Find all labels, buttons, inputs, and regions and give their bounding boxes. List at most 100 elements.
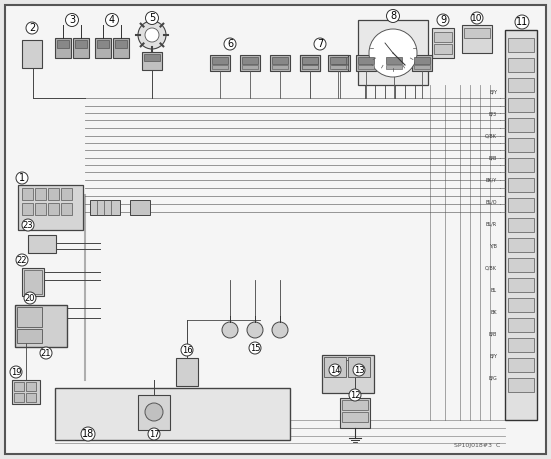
Text: 17: 17 — [149, 430, 159, 438]
Bar — [302, 57, 318, 64]
Bar — [508, 278, 534, 292]
Bar — [508, 78, 534, 92]
Bar — [332, 65, 348, 69]
Circle shape — [10, 366, 22, 378]
Bar — [508, 298, 534, 312]
Bar — [24, 270, 42, 294]
Bar — [212, 57, 228, 64]
Bar — [242, 65, 258, 69]
Circle shape — [105, 13, 118, 27]
Bar — [272, 65, 288, 69]
Bar — [508, 218, 534, 232]
Bar — [358, 57, 374, 64]
Bar — [144, 54, 160, 61]
Bar — [302, 65, 318, 69]
Text: BL/O: BL/O — [485, 200, 497, 205]
Bar — [302, 65, 318, 69]
Bar — [35, 203, 46, 215]
Text: 6: 6 — [227, 39, 233, 49]
Bar — [328, 55, 348, 71]
Circle shape — [22, 219, 34, 231]
Circle shape — [40, 347, 52, 359]
Bar — [505, 30, 537, 420]
Text: 20: 20 — [25, 293, 35, 302]
Circle shape — [26, 22, 38, 34]
Text: B/3: B/3 — [489, 112, 497, 117]
Bar — [55, 388, 290, 440]
Circle shape — [145, 28, 159, 42]
Bar — [28, 235, 56, 253]
Bar — [210, 55, 230, 71]
Circle shape — [249, 342, 261, 354]
Bar — [508, 58, 534, 72]
Bar — [414, 65, 430, 69]
Text: O/BK: O/BK — [485, 134, 497, 139]
Text: 19: 19 — [11, 368, 21, 376]
Circle shape — [138, 21, 166, 49]
Bar — [300, 55, 320, 71]
Bar — [48, 188, 59, 200]
Circle shape — [181, 344, 193, 356]
Text: Y/B: Y/B — [489, 244, 497, 248]
Bar — [17, 307, 42, 327]
Bar — [462, 25, 492, 53]
Bar — [332, 57, 348, 64]
Text: B/B: B/B — [489, 331, 497, 336]
Bar — [434, 44, 452, 54]
Circle shape — [349, 389, 361, 401]
Bar — [176, 358, 198, 386]
Bar — [115, 40, 127, 48]
Circle shape — [81, 427, 95, 441]
Bar — [412, 55, 432, 71]
Text: 15: 15 — [250, 343, 260, 353]
Text: BK/Y: BK/Y — [486, 178, 497, 183]
Bar — [57, 40, 69, 48]
Text: 2: 2 — [29, 23, 35, 33]
Text: B/G: B/G — [488, 375, 497, 381]
Bar — [130, 200, 150, 215]
Circle shape — [314, 38, 326, 50]
Bar — [61, 188, 72, 200]
Text: 11: 11 — [516, 17, 528, 27]
Text: 9: 9 — [440, 15, 446, 25]
Bar — [22, 188, 33, 200]
Text: BL/R: BL/R — [486, 222, 497, 226]
Bar — [142, 52, 162, 70]
Bar — [138, 395, 170, 430]
Text: 10: 10 — [471, 13, 483, 22]
Bar — [432, 28, 454, 58]
Bar — [358, 20, 428, 85]
Text: 4: 4 — [109, 15, 115, 25]
Circle shape — [437, 14, 449, 26]
Text: 16: 16 — [182, 346, 192, 354]
Circle shape — [16, 254, 28, 266]
Text: 5: 5 — [149, 13, 155, 23]
Bar — [61, 203, 72, 215]
Text: O/BK: O/BK — [485, 265, 497, 270]
Bar — [358, 65, 374, 69]
Circle shape — [329, 364, 341, 376]
Bar — [73, 38, 89, 58]
Text: B/Y: B/Y — [489, 90, 497, 95]
Bar — [330, 65, 346, 69]
Bar — [212, 65, 228, 69]
Bar — [35, 188, 46, 200]
Bar — [22, 203, 33, 215]
Text: 14: 14 — [329, 365, 341, 375]
Text: 18: 18 — [82, 429, 94, 439]
Bar — [508, 358, 534, 372]
Bar — [340, 398, 370, 428]
Bar — [508, 338, 534, 352]
Text: 7: 7 — [317, 39, 323, 49]
Text: 8: 8 — [390, 11, 396, 21]
Bar — [330, 55, 350, 71]
Bar — [508, 258, 534, 272]
Bar — [508, 378, 534, 392]
Bar — [26, 382, 36, 391]
Circle shape — [145, 403, 163, 421]
Bar — [48, 203, 59, 215]
Bar — [322, 355, 374, 393]
Bar — [384, 55, 404, 71]
Text: BK: BK — [490, 309, 497, 314]
Circle shape — [145, 11, 159, 24]
